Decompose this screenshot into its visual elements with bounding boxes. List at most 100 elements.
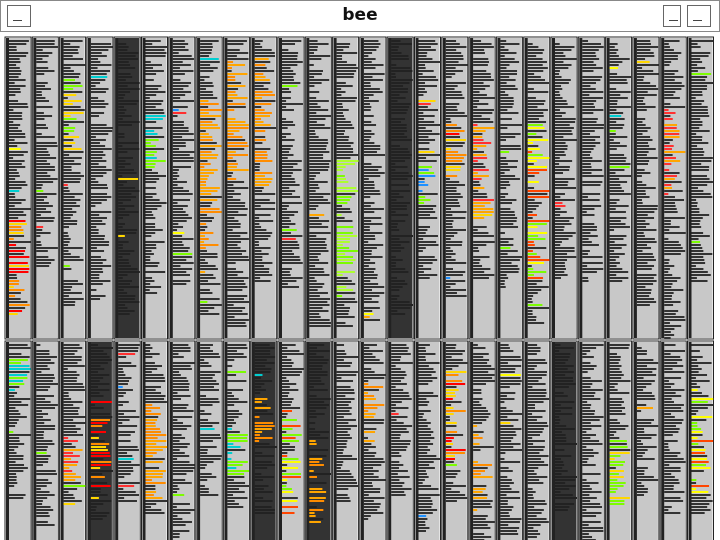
code-line [363, 407, 378, 409]
code-line [36, 386, 51, 388]
code-line [391, 344, 407, 346]
code-line [336, 322, 346, 324]
code-line [145, 500, 168, 502]
code-line [254, 46, 263, 48]
code-line [336, 494, 348, 496]
code-line [527, 440, 545, 442]
code-line [118, 244, 123, 246]
code-line [172, 503, 190, 505]
column-frame [659, 340, 687, 540]
code-line [172, 347, 191, 349]
code-line [172, 79, 181, 81]
code-line [527, 298, 532, 300]
code-line [90, 362, 108, 364]
code-line [90, 431, 106, 433]
code-line [636, 431, 645, 433]
code-line [118, 350, 139, 352]
code-line [9, 274, 17, 276]
code-line [9, 298, 21, 300]
code-line [145, 148, 165, 150]
code-line [582, 344, 604, 346]
code-line [63, 500, 82, 502]
code-line [445, 244, 462, 246]
minimize-button[interactable] [663, 5, 681, 27]
code-line [336, 362, 353, 364]
code-line [527, 172, 540, 174]
code-line [282, 208, 287, 210]
code-line [90, 187, 108, 189]
code-line [9, 46, 17, 48]
code-line [63, 295, 69, 297]
code-line [200, 124, 218, 126]
code-line [172, 250, 189, 252]
code-line [691, 154, 704, 156]
code-line [9, 401, 22, 403]
code-line [336, 205, 343, 207]
code-line [691, 253, 713, 255]
code-line [636, 377, 644, 379]
code-line [145, 277, 153, 279]
code-line [418, 229, 428, 231]
code-line [309, 464, 324, 466]
code-line [609, 461, 625, 463]
column-frame [141, 36, 168, 340]
code-line [36, 265, 50, 267]
code-line [254, 473, 262, 475]
code-line [664, 485, 674, 487]
code-line [473, 217, 485, 219]
code-line [254, 70, 275, 72]
code-line [254, 163, 261, 165]
code-line [582, 172, 592, 174]
code-line [445, 286, 451, 288]
code-line [200, 199, 218, 201]
code-line [90, 55, 107, 57]
code-line [418, 205, 437, 207]
code-line [90, 368, 105, 370]
code-line [200, 374, 215, 376]
code-line [172, 142, 186, 144]
code-line [309, 482, 327, 484]
code-line [63, 115, 71, 117]
code-line [555, 139, 577, 141]
column-edge [224, 342, 228, 540]
code-line [391, 380, 401, 382]
code-line [500, 476, 508, 478]
code-line [63, 205, 80, 207]
code-line [445, 482, 454, 484]
code-line [527, 235, 539, 237]
code-line [145, 497, 163, 499]
code-line [555, 464, 565, 466]
code-line [363, 383, 369, 385]
code-line [363, 43, 381, 45]
code-line [254, 353, 271, 355]
code-line [227, 446, 241, 448]
code-line [145, 175, 167, 177]
code-line [473, 139, 484, 141]
code-line [445, 271, 466, 273]
code-line [445, 365, 459, 367]
code-line [664, 446, 669, 448]
close-button[interactable] [7, 5, 31, 27]
code-line [309, 226, 329, 228]
code-line [118, 401, 129, 403]
code-line [555, 142, 566, 144]
code-line [691, 145, 698, 147]
code-line [227, 497, 248, 499]
code-line [664, 334, 675, 336]
file-column [687, 340, 714, 540]
code-line [172, 515, 178, 517]
code-line [418, 392, 434, 394]
code-line [36, 136, 55, 138]
maximize-button[interactable] [687, 5, 711, 27]
code-line [118, 49, 128, 51]
code-line [363, 446, 376, 448]
code-line [636, 169, 645, 171]
code-line [363, 193, 381, 195]
code-line [691, 398, 714, 400]
file-column [304, 340, 332, 540]
code-line [172, 184, 178, 186]
code-line [582, 205, 602, 207]
code-line [90, 130, 113, 132]
code-line [418, 356, 426, 358]
code-line [90, 446, 107, 448]
